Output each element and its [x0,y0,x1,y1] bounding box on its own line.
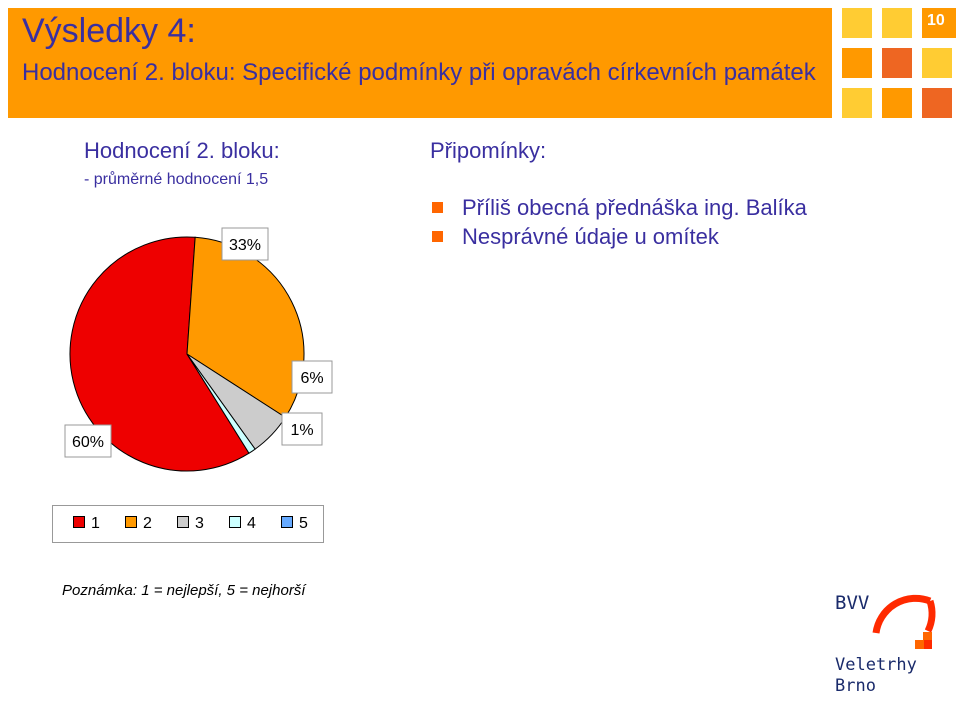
bullet-square-icon [432,202,443,213]
bvv-logo: BVV Veletrhy Brno [835,592,936,696]
legend-swatch [229,515,241,528]
legend-swatch [73,515,85,528]
legend-item-5: 5 [281,515,308,533]
pie-slice-1 [69,236,250,472]
logo-text-brno: Brno [835,676,876,696]
legend-label: 5 [299,515,308,532]
comments-list: Příliš obecná přednáška ing. Balíka Nesp… [430,193,807,251]
legend-label: 1 [91,515,100,532]
slide-title: Výsledky 4: [22,12,196,50]
legend-swatch [177,515,189,528]
chart-legend: 1 2 3 4 5 [52,505,324,543]
logo-text-bvv: BVV [835,592,869,614]
legend-label: 2 [143,515,152,532]
data-label-1: 60% [64,424,112,458]
comment-text: Příliš obecná přednáška ing. Balíka [462,195,807,220]
legend-label: 3 [195,515,204,532]
legend-swatch [281,515,293,528]
chart-section-title: Hodnocení 2. bloku: [84,138,280,163]
svg-text:60%: 60% [72,434,104,451]
legend-label: 4 [247,515,256,532]
comment-text: Nesprávné údaje u omítek [462,224,719,249]
data-label-2: 33% [221,227,269,261]
header-bar: Výsledky 4: Hodnocení 2. bloku: Specific… [8,8,832,118]
slide-number: 10 [927,12,945,29]
svg-text:1%: 1% [290,422,313,439]
comment-item: Příliš obecná přednáška ing. Balíka [430,193,807,222]
comment-item: Nesprávné údaje u omítek [430,222,807,251]
data-label-4: 1% [281,412,323,446]
pie-chart: 60% 33% 6% 1% [64,227,333,472]
pie-slice-4 [186,353,256,454]
slide-subtitle: Hodnocení 2. bloku: Specifické podmínky … [22,59,816,86]
svg-text:33%: 33% [229,237,261,254]
average-rating: - průměrné hodnocení 1,5 [84,171,269,188]
logo-text-veletrhy: Veletrhy [835,655,917,675]
legend-item-2: 2 [125,515,152,533]
legend-swatch [125,515,137,528]
bullet-square-icon [432,231,443,242]
svg-text:6%: 6% [300,370,323,387]
legend-item-4: 4 [229,515,256,533]
legend-item-3: 3 [177,515,204,533]
comments-title: Připomínky: [430,138,547,163]
legend-item-1: 1 [73,515,100,533]
data-label-3: 6% [291,360,333,394]
footnote: Poznámka: 1 = nejlepší, 5 = nejhorší [62,582,306,599]
